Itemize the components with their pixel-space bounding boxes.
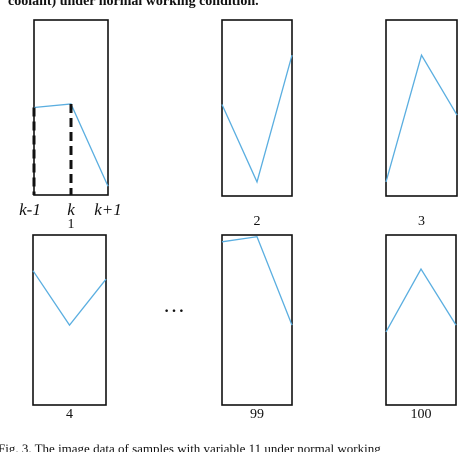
index-marker-label: k-1 <box>19 200 41 219</box>
signal-line <box>32 270 107 327</box>
signal-line <box>385 53 458 183</box>
sample-panel: k-1 k k+1 1 <box>19 19 122 232</box>
panel-label: 4 <box>66 407 73 422</box>
panel-frame <box>385 234 457 406</box>
signal-line <box>385 267 457 333</box>
index-marker-label: k <box>67 200 75 219</box>
index-marker-label: k+1 <box>94 200 122 219</box>
figure-caption: Fig. 3. The image data of samples with v… <box>0 441 381 452</box>
panel-label: 2 <box>254 214 261 229</box>
header-fragment: coolant) under normal working condition. <box>8 0 259 9</box>
panel-frame <box>385 19 458 197</box>
panels-group: k-1 k k+1 1 2 3 4 99 100 <box>19 19 458 422</box>
sample-panel: 99 <box>221 234 293 422</box>
panel-label: 100 <box>411 407 432 422</box>
panel-frame <box>221 19 293 197</box>
sample-panel: 3 <box>385 19 458 229</box>
sample-panel: 100 <box>385 234 457 422</box>
panel-label: 3 <box>418 214 425 229</box>
panel-frame <box>221 234 293 406</box>
signal-line <box>33 103 109 187</box>
panel-frame <box>32 234 107 406</box>
ellipsis: … <box>163 292 187 317</box>
signal-line <box>221 55 293 184</box>
sample-panel: 4 <box>32 234 107 422</box>
sample-panel: 2 <box>221 19 293 229</box>
panel-label: 1 <box>68 217 75 232</box>
panel-label: 99 <box>250 407 264 422</box>
signal-line <box>221 235 293 326</box>
